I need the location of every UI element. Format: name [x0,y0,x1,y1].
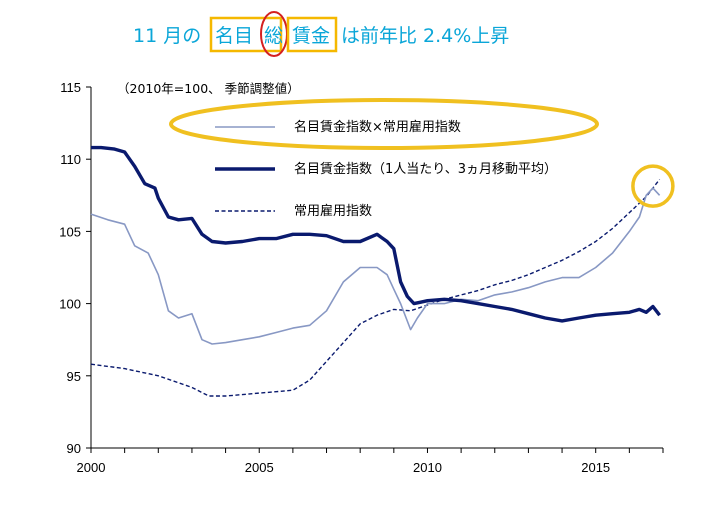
legend: 名目賃金指数×常用雇用指数 名目賃金指数（1人当たり、3ヵ月移動平均） 常用雇用… [169,98,599,219]
y-tick-label: 100 [59,297,81,312]
title-part-1: 11 月の [133,25,201,47]
x-tick-label: 2015 [581,460,610,475]
chart-title: 11 月の 名目 総 賃金 は前年比 2.4%上昇 [133,11,509,57]
title-part-3: 総 [264,25,283,47]
title-part-4: 賃金 [292,25,330,47]
series-line-2 [91,145,661,323]
y-tick-label: 90 [67,441,81,456]
x-tick-label: 2005 [245,460,274,475]
x-tick-label: 2000 [77,460,106,475]
legend-label-3: 常用雇用指数 [294,203,372,219]
title-part-2: 名目 [215,25,253,47]
legend-label-2: 名目賃金指数（1人当たり、3ヵ月移動平均） [294,161,557,177]
y-tick-label: 105 [59,224,81,239]
latest-point-highlight-circle [631,164,675,208]
y-tick-label: 115 [60,80,81,95]
series-lines [90,145,661,397]
x-axis-ticks: 2000 2005 2010 2015 [77,448,664,475]
series-line-3 [90,178,661,397]
legend-highlight-ellipse [169,98,599,150]
title-highlight-box-2 [286,16,338,53]
chart-note: （2010年=100、 季節調整値） [117,81,300,96]
legend-label-1: 名目賃金指数×常用雇用指数 [294,119,461,135]
x-tick-label: 2010 [413,460,442,475]
title-highlight-box-1 [209,16,283,53]
title-part-5: は前年比 2.4%上昇 [341,25,509,47]
y-axis-ticks: 90 95 100 105 110 115 [59,80,91,456]
y-tick-label: 95 [67,369,81,384]
y-tick-label: 110 [60,152,81,167]
series-line-1 [90,187,661,345]
